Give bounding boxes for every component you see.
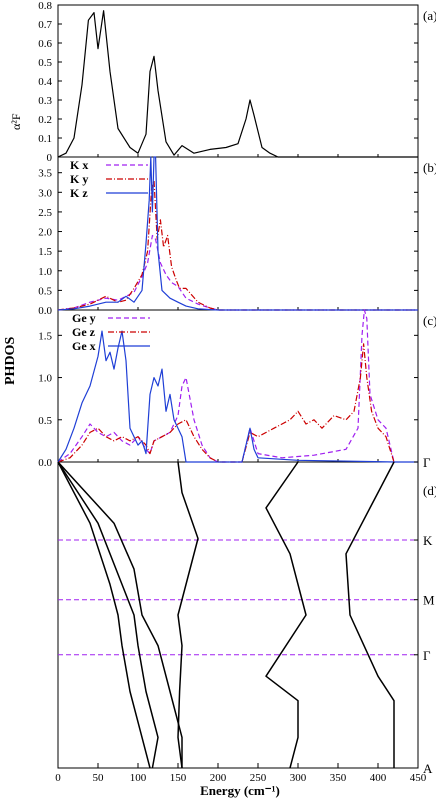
band-band5 bbox=[265, 461, 307, 769]
kpoint-label: Γ bbox=[423, 455, 431, 470]
series-k-z-line bbox=[57, 156, 418, 311]
band-band1 bbox=[57, 461, 151, 769]
xtick-label: 300 bbox=[290, 772, 307, 784]
ytick-label: 0.2 bbox=[38, 114, 52, 126]
ytick-label: 1.5 bbox=[38, 330, 52, 342]
ytick-label: 0.5 bbox=[38, 415, 52, 427]
series-ge-y-line bbox=[57, 309, 395, 463]
ytick-label: 0 bbox=[47, 152, 53, 164]
legend-c-label: Ge x bbox=[72, 339, 96, 353]
xtick-label: 100 bbox=[130, 772, 147, 784]
kpoint-label: M bbox=[423, 593, 435, 608]
ytick-label: 0.4 bbox=[38, 76, 52, 88]
ytick-label: 2.5 bbox=[38, 207, 52, 219]
band-band6 bbox=[345, 461, 395, 768]
ytick-label: 3.0 bbox=[38, 187, 52, 199]
band-band4 bbox=[177, 461, 199, 769]
ytick-label: 0.5 bbox=[38, 57, 52, 69]
xtick-label: 50 bbox=[93, 772, 105, 784]
ytick-label: 1.0 bbox=[38, 266, 52, 278]
legend-b-label: K y bbox=[70, 172, 88, 186]
panel-label-0: (a) bbox=[423, 8, 436, 23]
panels: (a) (b) (c) (d) 0 0.1 0.2 0.3 0.4 0.5 0.6 0.7 0.8 0.0… bbox=[38, 0, 436, 784]
kpoint-label: A bbox=[423, 761, 433, 776]
ylabel-bc: PHDOS bbox=[3, 337, 18, 385]
xtick-label: 200 bbox=[210, 772, 227, 784]
xtick-label: 450 bbox=[410, 772, 427, 784]
legend-c-label: Ge y bbox=[72, 311, 96, 325]
ytick-label: 3.5 bbox=[38, 168, 52, 180]
xtick-label: 250 bbox=[250, 772, 267, 784]
series-line-line bbox=[57, 10, 418, 158]
panel-label-2: (c) bbox=[423, 313, 436, 328]
xtick-label: 150 bbox=[170, 772, 187, 784]
ytick-label: 0.0 bbox=[38, 457, 52, 469]
ytick-label: 2.0 bbox=[38, 227, 52, 239]
ytick-label: 0.6 bbox=[38, 38, 52, 50]
xtick-label: 350 bbox=[330, 772, 347, 784]
legend-b-label: K z bbox=[70, 186, 88, 200]
ytick-label: 1.0 bbox=[38, 373, 52, 385]
xtick-label: 0 bbox=[55, 772, 61, 784]
ylabel-a: α²F bbox=[9, 113, 23, 130]
panel-label-3: (d) bbox=[423, 483, 436, 498]
panel-label-1: (b) bbox=[423, 160, 436, 175]
band-band2 bbox=[57, 461, 159, 769]
series-ge-z-line bbox=[57, 343, 395, 463]
xtick-label: 400 bbox=[370, 772, 387, 784]
band-band3 bbox=[57, 461, 183, 768]
series-ge-x-line bbox=[57, 330, 418, 463]
ytick-label: 1.5 bbox=[38, 246, 52, 258]
series-k-x-line bbox=[57, 234, 418, 311]
legend-c-label: Ge z bbox=[72, 325, 96, 339]
ytick-label: 0.7 bbox=[38, 19, 52, 31]
xlabel: Energy (cm⁻¹) bbox=[200, 783, 280, 798]
kpoint-label: K bbox=[423, 533, 433, 548]
ytick-label: 0.0 bbox=[38, 305, 52, 317]
ytick-label: 0.1 bbox=[38, 133, 52, 145]
labels: α²F PHDOS Energy (cm⁻¹) bbox=[3, 113, 280, 798]
kpoint-label: Γ bbox=[423, 648, 431, 663]
legend-b-label: K x bbox=[70, 158, 88, 172]
ytick-label: 0.5 bbox=[38, 285, 52, 297]
ytick-label: 0.3 bbox=[38, 95, 52, 107]
ytick-label: 0.8 bbox=[38, 0, 52, 12]
